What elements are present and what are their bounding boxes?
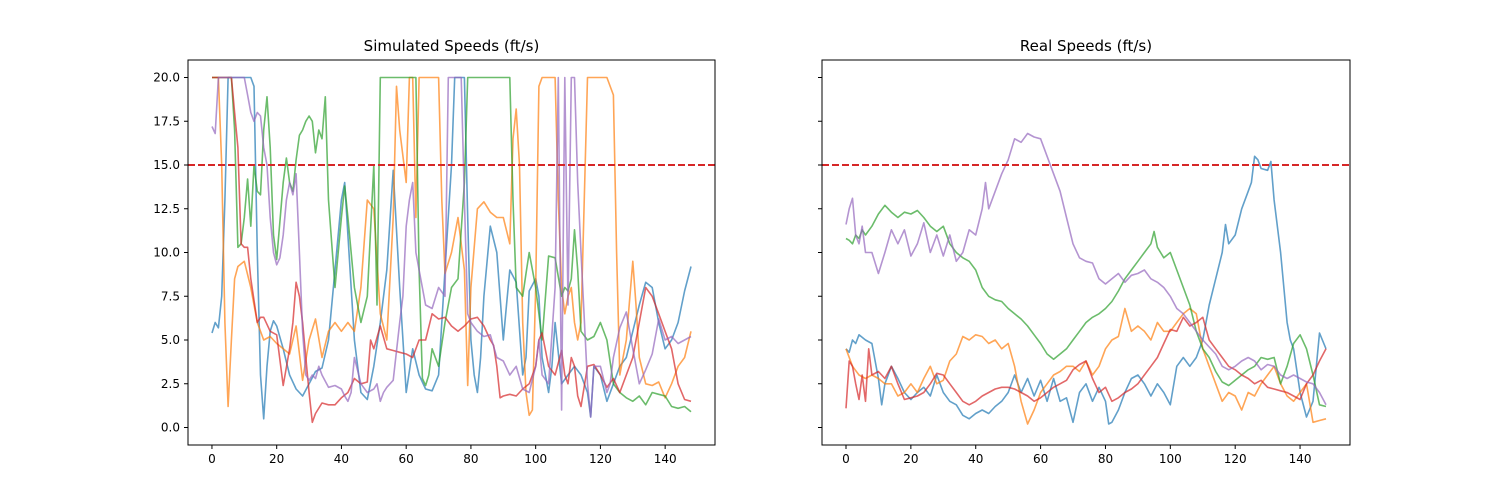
y-tick-label: 0.0 <box>161 421 180 435</box>
x-tick-label: 120 <box>589 452 612 466</box>
real-speeds-panel: Real Speeds (ft/s) 0 20 40 60 80 100 120 140 <box>818 37 1351 466</box>
y-tick-label: 10.0 <box>153 246 180 260</box>
x-tick-label: 60 <box>1033 452 1048 466</box>
x-tick-label: 60 <box>399 452 414 466</box>
y-tick-label: 2.5 <box>161 377 180 391</box>
simulated-speeds-panel: Simulated Speeds (ft/s) 0 20 40 60 80 100 120 1… <box>153 37 716 466</box>
x-tick-label: 20 <box>269 452 284 466</box>
x-tick-label: 140 <box>654 452 677 466</box>
y-tick-label: 20.0 <box>153 71 180 85</box>
series-layer <box>845 132 1327 425</box>
axes-layer: 0 20 40 60 80 100 120 140 0.0 2.5 5.0 7.5 10.0 12.5 15… <box>153 59 716 466</box>
x-tick-label: 120 <box>1224 452 1247 466</box>
x-tick-label: 100 <box>1159 452 1182 466</box>
chart-title: Real Speeds (ft/s) <box>1020 37 1152 55</box>
x-tick-label: 140 <box>1289 452 1312 466</box>
series-line-5 <box>211 76 692 418</box>
y-tick-label: 15.0 <box>153 158 180 172</box>
x-tick-label: 0 <box>208 452 216 466</box>
y-tick-label: 5.0 <box>161 333 180 347</box>
y-tick-label: 7.5 <box>161 289 180 303</box>
series-line-4 <box>845 316 1327 409</box>
x-tick-label: 20 <box>903 452 918 466</box>
x-tick-label: 40 <box>968 452 983 466</box>
series-line-5 <box>845 132 1327 406</box>
y-tick-label: 17.5 <box>153 114 180 128</box>
x-tick-label: 80 <box>1098 452 1113 466</box>
series-line-2 <box>212 76 692 417</box>
x-tick-label: 100 <box>524 452 547 466</box>
x-tick-label: 0 <box>842 452 850 466</box>
y-tick-label: 12.5 <box>153 202 180 216</box>
axes-layer: 0 20 40 60 80 100 120 140 <box>818 59 1351 466</box>
chart-title: Simulated Speeds (ft/s) <box>364 37 540 55</box>
x-tick-label: 80 <box>463 452 478 466</box>
series-line-1 <box>845 155 1327 425</box>
series-layer <box>211 76 692 424</box>
series-line-3 <box>212 76 692 413</box>
x-tick-label: 40 <box>334 452 349 466</box>
